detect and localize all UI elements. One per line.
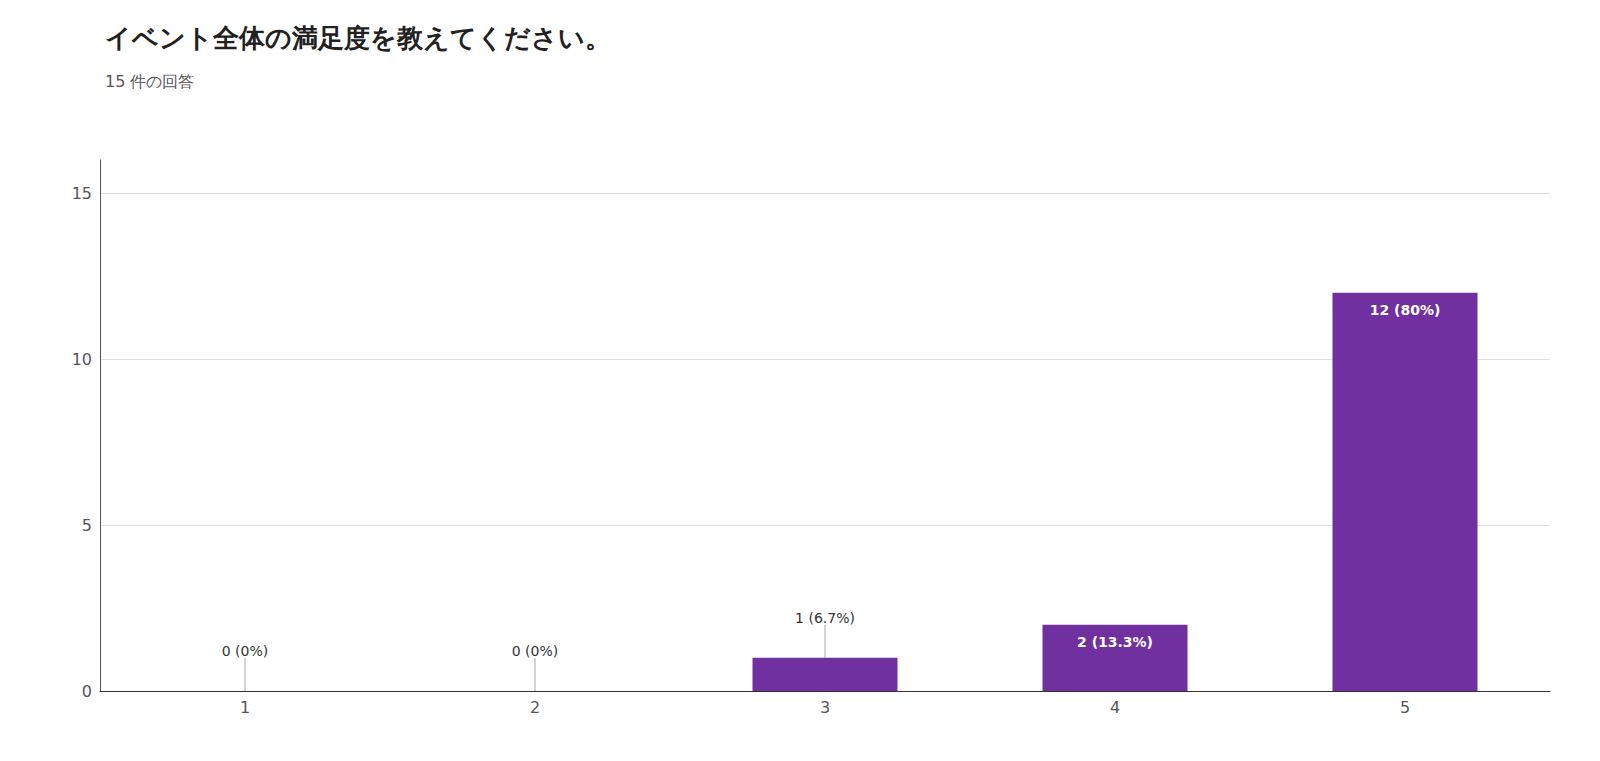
svg-text:12 (80%): 12 (80%) — [1370, 302, 1441, 318]
svg-text:イベント全体の満足度を教えてください。: イベント全体の満足度を教えてください。 — [105, 23, 611, 53]
svg-text:0 (0%): 0 (0%) — [222, 643, 269, 659]
svg-text:1: 1 — [240, 698, 250, 717]
svg-text:5: 5 — [82, 516, 92, 535]
svg-text:15: 15 — [72, 184, 92, 203]
svg-text:10: 10 — [72, 350, 92, 369]
svg-text:2 (13.3%): 2 (13.3%) — [1077, 634, 1153, 650]
svg-text:5: 5 — [1400, 698, 1410, 717]
svg-text:0: 0 — [82, 682, 92, 701]
svg-text:15 件の回答: 15 件の回答 — [105, 72, 194, 91]
svg-text:2: 2 — [530, 698, 540, 717]
svg-text:1 (6.7%): 1 (6.7%) — [795, 610, 855, 626]
svg-text:4: 4 — [1110, 698, 1120, 717]
svg-text:3: 3 — [820, 698, 830, 717]
svg-text:0 (0%): 0 (0%) — [512, 643, 559, 659]
